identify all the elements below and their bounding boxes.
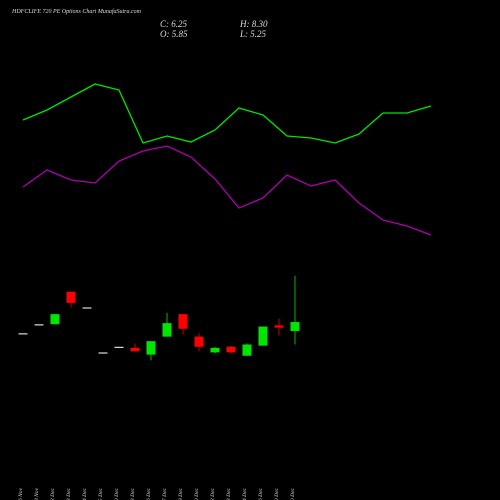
candle-body (226, 346, 236, 353)
x-tick-label: 19 Dec (194, 487, 200, 500)
x-tick-label: 16 Dec (146, 487, 152, 500)
x-tick-label: 04 Dec (81, 487, 88, 500)
low-label: L: 5.25 (239, 29, 267, 39)
x-tick-label: 13 Dec (130, 487, 136, 500)
candle-body (114, 346, 124, 348)
candle-body (274, 325, 284, 328)
candle-body (34, 324, 44, 326)
candle-body (290, 322, 300, 332)
candle-body (210, 347, 220, 353)
x-tick-label: 17 Dec (162, 487, 168, 500)
x-tick-label: 30 Dec (290, 487, 296, 500)
candle-body (146, 341, 156, 355)
line-series (22, 145, 432, 236)
candle-body (258, 326, 268, 346)
candle-body (50, 314, 60, 325)
x-tick-label: 22 Dec (210, 487, 216, 500)
x-tick-label: 09 Dec (114, 487, 120, 500)
x-tick-label: 03 Dec (66, 487, 72, 500)
candle-body (162, 323, 172, 337)
x-tick-label: 29 Dec (274, 487, 280, 500)
x-tick-label: 18 Dec (178, 487, 184, 500)
line-series (22, 83, 432, 144)
candle-body (194, 336, 204, 347)
close-label: C: 6.25 (160, 19, 188, 29)
candle-body (66, 291, 76, 303)
x-tick-label: 02 Dec (50, 487, 56, 500)
x-tick-label: 05 Dec (98, 487, 104, 500)
candle-body (178, 314, 188, 329)
x-tick-label: 26 Dec (258, 487, 264, 500)
x-tick-label: 28 Nov (34, 487, 40, 500)
x-tick-label: 26 Nov (18, 487, 24, 500)
x-tick-label: 24 Dec (241, 487, 248, 500)
chart-title: HDFCLIFE 720 PE Options Chart MunafaSutr… (11, 8, 142, 15)
x-tick-label: 23 Dec (226, 487, 232, 500)
candle-body (18, 333, 28, 335)
high-label: H: 8.30 (239, 19, 268, 29)
candle-body (82, 307, 92, 309)
candle-body (98, 352, 108, 354)
candle-body (242, 344, 252, 356)
open-label: O: 5.85 (160, 29, 188, 39)
candle-body (130, 347, 140, 352)
